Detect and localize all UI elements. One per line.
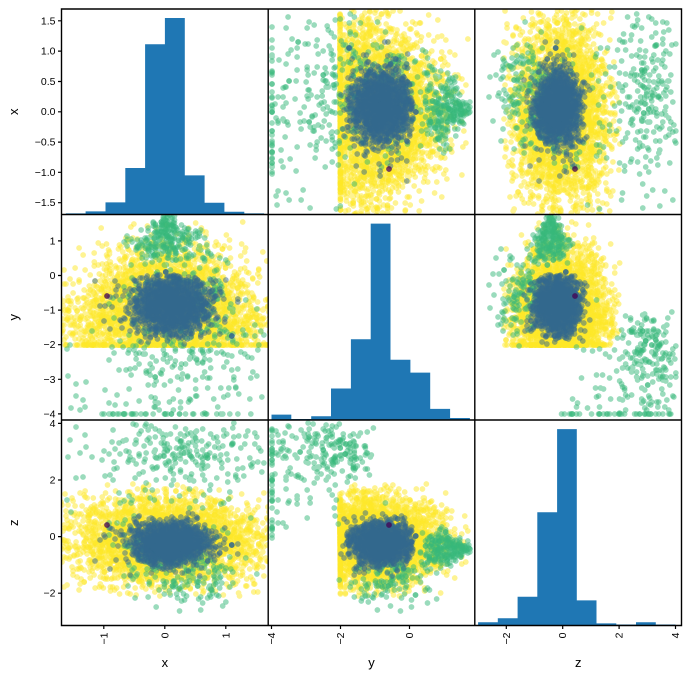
svg-text:−0.5: −0.5 <box>35 137 56 149</box>
svg-text:2: 2 <box>50 475 56 487</box>
svg-text:−1: −1 <box>44 305 56 317</box>
svg-text:y: y <box>6 314 21 321</box>
svg-text:−1: −1 <box>98 632 110 644</box>
svg-text:z: z <box>575 655 582 670</box>
svg-text:−4: −4 <box>44 408 56 420</box>
svg-text:0: 0 <box>404 632 416 638</box>
svg-text:0: 0 <box>159 632 171 638</box>
svg-text:1: 1 <box>220 632 232 638</box>
svg-text:−2: −2 <box>335 632 347 644</box>
svg-text:4: 4 <box>50 418 56 430</box>
svg-text:4: 4 <box>670 632 682 638</box>
svg-text:−4: −4 <box>266 632 278 644</box>
svg-text:0: 0 <box>50 531 56 543</box>
svg-text:y: y <box>368 655 375 670</box>
svg-text:x: x <box>162 655 169 670</box>
svg-text:2: 2 <box>614 632 626 638</box>
svg-text:x: x <box>6 108 21 115</box>
svg-text:0: 0 <box>50 270 56 282</box>
svg-text:1: 1 <box>50 235 56 247</box>
svg-text:−2: −2 <box>44 588 56 600</box>
svg-text:0.5: 0.5 <box>41 76 56 88</box>
svg-text:−1.5: −1.5 <box>35 197 56 209</box>
svg-text:1.5: 1.5 <box>41 15 56 27</box>
svg-text:z: z <box>6 520 21 527</box>
svg-text:−1.0: −1.0 <box>35 167 56 179</box>
svg-text:−3: −3 <box>44 374 56 386</box>
svg-text:0: 0 <box>557 632 569 638</box>
svg-text:0.0: 0.0 <box>41 106 56 118</box>
svg-text:−2: −2 <box>44 339 56 351</box>
svg-text:1.0: 1.0 <box>41 46 56 58</box>
svg-text:−2: −2 <box>501 632 513 644</box>
